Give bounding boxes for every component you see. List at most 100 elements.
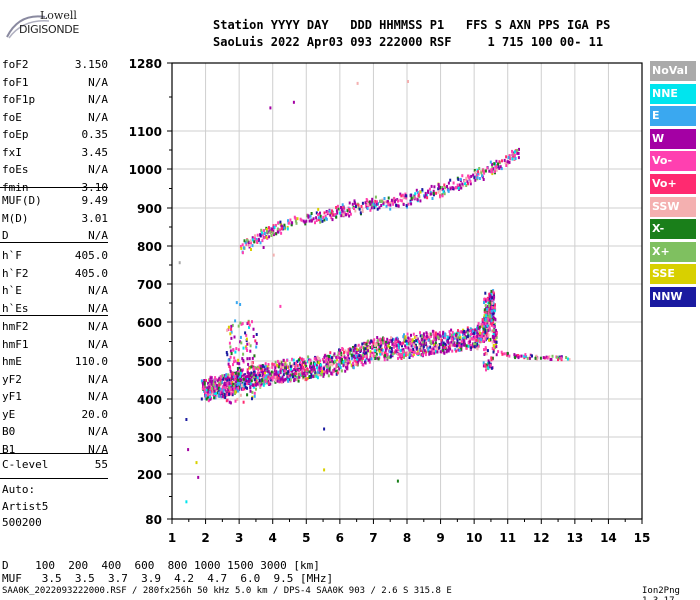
echo-point [306,214,309,218]
echo-point [429,340,432,344]
echo-point [279,304,282,308]
echo-point [293,368,296,371]
echo-point [456,183,459,187]
echo-point [279,371,282,375]
echo-point [274,375,277,379]
echo-point [368,358,371,362]
echo-point [244,345,247,349]
echo-point [287,379,290,383]
echo-point [314,362,316,366]
echo-point [481,332,484,336]
echo-point [238,382,241,385]
echo-point [303,368,306,372]
echo-point [376,207,379,211]
echo-point [335,366,337,370]
echo-point [377,357,380,361]
echo-point [331,359,334,363]
echo-point [218,386,220,390]
echo-point [452,332,455,336]
echo-point [498,160,501,164]
echo-point [416,191,419,194]
echo-point [405,204,408,208]
echo-point [359,211,362,215]
echo-point [298,369,301,373]
echo-point [280,379,283,383]
x-tick-label: 9 [436,531,444,545]
echo-point [212,383,215,387]
echo-point [261,239,264,243]
echo-point [405,194,408,198]
echo-point [441,346,444,350]
echo-point [354,362,357,366]
echo-point [447,341,450,345]
echo-point [363,347,366,351]
echo-point [296,364,299,368]
echo-point [495,328,497,332]
echo-point [466,180,469,184]
echo-point [309,214,312,218]
echo-point [252,384,255,387]
echo-point [509,157,512,161]
echo-point [259,241,262,245]
echo-point [490,319,493,323]
echo-point [404,335,407,339]
echo-point [332,360,335,364]
echo-point [453,341,456,345]
echo-point [225,373,228,377]
echo-point [490,289,493,293]
echo-point [344,359,347,363]
echo-point [274,366,277,370]
echo-point [451,186,454,190]
echo-point [433,351,436,355]
echo-point [233,356,236,360]
echo-point [348,201,351,205]
echo-point [514,157,517,160]
echo-point [484,318,487,322]
echo-point [335,358,338,362]
echo-point [475,344,478,348]
echo-point [435,349,437,353]
y-tick-label: 800 [137,240,162,254]
echo-point [463,329,466,333]
echo-point [402,335,405,339]
param-name: fxI [2,145,22,159]
echo-point [220,395,223,399]
echo-point [302,358,305,362]
echo-point [473,331,476,335]
echo-point [330,356,333,360]
legend-item-nne: NNE [650,83,696,104]
echo-point [463,343,466,346]
echo-point [257,371,260,375]
echo-point [488,311,491,315]
echo-point [269,378,272,382]
echo-point [306,368,309,371]
echo-point [294,219,297,223]
echo-point [208,395,211,399]
echo-point [442,341,445,345]
echo-point [473,176,476,180]
echo-point [495,335,498,339]
echo-point [499,165,502,169]
echo-point [242,352,245,356]
param-name: foF1p [2,93,36,106]
echo-point [271,377,274,381]
x-tick-label: 15 [634,531,651,545]
echo-point [323,427,326,431]
echo-point [470,337,473,341]
echo-point [467,344,470,348]
x-tick-label: 1 [168,531,176,545]
echo-point [236,375,239,379]
echo-point [271,376,274,380]
echo-point [342,360,345,363]
echo-point [458,183,461,187]
echo-point [371,346,374,350]
echo-point [430,347,433,351]
echo-point [480,171,483,175]
echo-point [508,154,511,158]
echo-point [358,357,361,361]
param-row: yF2 N/A [2,372,108,388]
echo-point [378,206,381,210]
echo-point [486,304,489,308]
echo-point [315,358,318,362]
echo-point [261,372,264,376]
